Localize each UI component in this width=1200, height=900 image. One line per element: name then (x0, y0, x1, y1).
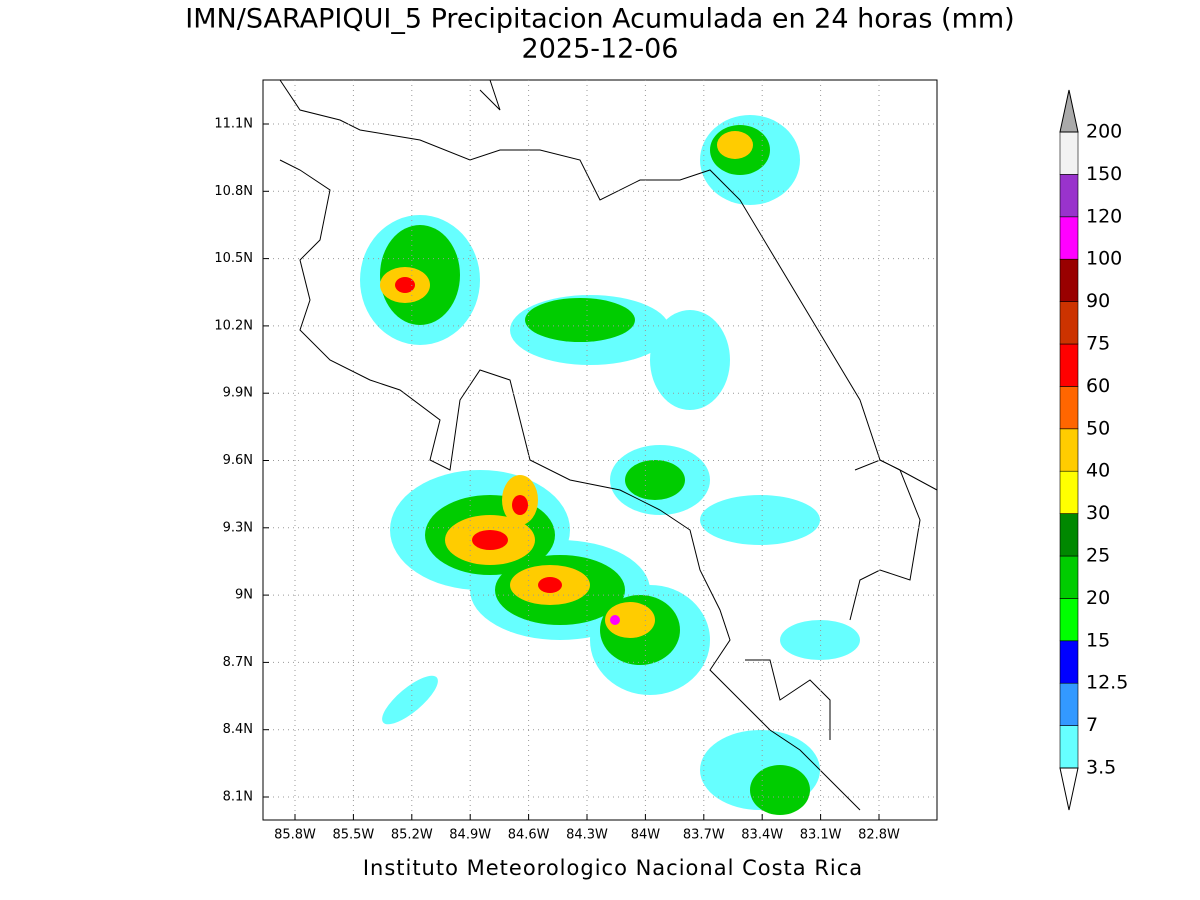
colorbar-segment (1059, 725, 1079, 769)
colorbar-label: 50 (1086, 417, 1110, 439)
lat-label: 10.8N (214, 184, 253, 199)
colorbar-label: 20 (1086, 587, 1110, 609)
map-date: 2025-12-06 (522, 34, 679, 65)
colorbar-segment (1059, 386, 1079, 430)
lat-label: 10.2N (214, 318, 253, 333)
colorbar-segment (1059, 640, 1079, 684)
colorbar-segment (1059, 513, 1079, 557)
footer: Instituto Meteorologico Nacional Costa R… (363, 856, 863, 880)
colorbar-label: 12.5 (1086, 672, 1128, 694)
map-title: IMN/SARAPIQUI_5 Precipitacion Acumulada … (185, 4, 1014, 35)
colorbar-label: 120 (1086, 205, 1122, 227)
lon-label: 83.4W (741, 828, 783, 843)
colorbar-label: 90 (1086, 290, 1110, 312)
colorbar-over (1059, 89, 1079, 133)
lon-label: 85.5W (332, 828, 374, 843)
colorbar-label: 100 (1086, 248, 1122, 270)
colorbar-segment (1059, 301, 1079, 345)
coastline (279, 79, 938, 811)
colorbar-segment (1059, 131, 1079, 175)
colorbar-label: 40 (1086, 460, 1110, 482)
lon-label: 83.1W (800, 828, 842, 843)
lat-label: 9.6N (223, 453, 253, 468)
colorbar-label: 7 (1086, 714, 1098, 736)
colorbar-label: 30 (1086, 502, 1110, 524)
lon-label: 84.3W (566, 828, 608, 843)
lat-label: 9.3N (223, 520, 253, 535)
lon-label: 84.6W (508, 828, 550, 843)
colorbar-under (1059, 767, 1079, 811)
lat-label: 9N (235, 588, 253, 603)
lon-label: 82.8W (858, 828, 900, 843)
colorbar-segment (1059, 555, 1079, 599)
colorbar-label: 3.5 (1086, 757, 1116, 779)
precipitation-field (360, 115, 860, 815)
colorbar-segment (1059, 258, 1079, 302)
lon-label: 85.2W (391, 828, 433, 843)
colorbar-label: 75 (1086, 333, 1110, 355)
lat-label: 8.7N (223, 655, 253, 670)
colorbar-segment (1059, 470, 1079, 514)
colorbar-label: 60 (1086, 375, 1110, 397)
lat-label: 9.9N (223, 386, 253, 401)
colorbar-segment (1059, 343, 1079, 387)
colorbar-label: 200 (1086, 121, 1122, 143)
colorbar-label: 150 (1086, 163, 1122, 185)
colorbar-segment (1059, 216, 1079, 260)
lon-label: 84.9W (449, 828, 491, 843)
colorbar-label: 15 (1086, 629, 1110, 651)
lat-label: 11.1N (214, 117, 253, 132)
lon-label: 85.8W (274, 828, 316, 843)
colorbar-segment (1059, 598, 1079, 642)
lat-label: 10.5N (214, 251, 253, 266)
colorbar-segment (1059, 174, 1079, 218)
lon-label: 83.7W (683, 828, 725, 843)
colorbar-segment (1059, 682, 1079, 726)
lat-label: 8.1N (223, 790, 253, 805)
colorbar-label: 25 (1086, 545, 1110, 567)
lon-label: 84W (631, 828, 661, 843)
map-frame (262, 79, 938, 821)
colorbar-segment (1059, 428, 1079, 472)
lat-label: 8.4N (223, 722, 253, 737)
